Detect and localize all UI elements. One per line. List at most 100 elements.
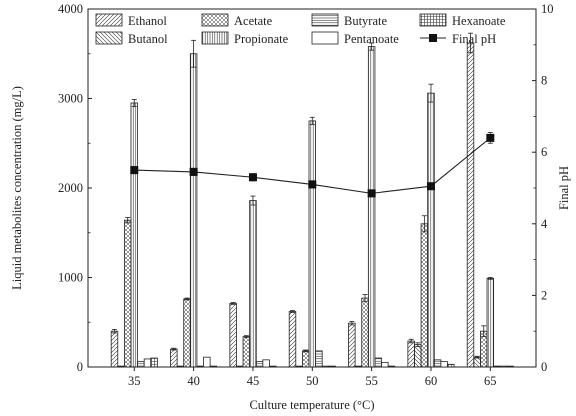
- error-bar-ethanol-65: [468, 32, 474, 54]
- legend-label: Butyrate: [344, 14, 387, 28]
- ph-marker: [308, 180, 317, 189]
- x-tick-label: 60: [425, 374, 438, 388]
- error-bar-propionate-65: [487, 277, 493, 280]
- bar-pentanoate-55: [381, 362, 389, 368]
- legend-item-hexanoate: Hexanoate: [419, 13, 506, 28]
- ph-marker: [189, 167, 198, 176]
- x-tick-label: 65: [484, 374, 497, 388]
- axes-layer: 35 40 45 50 55 60 65 0 1000 2000 3000 4000 0 2 4 6 8 10: [58, 2, 554, 388]
- bar-pentanoate-60: [440, 361, 448, 368]
- error-bar-ethanol-50: [289, 310, 295, 313]
- error-bar-propionate-50: [309, 116, 315, 125]
- y2-tick-label: 8: [541, 74, 547, 88]
- bar-propionate-65: [486, 277, 495, 368]
- error-bar-acetate-60: [421, 215, 427, 233]
- y-tick-label: 3000: [58, 92, 83, 106]
- y2-tick-label: 0: [541, 360, 547, 374]
- bar-butyrate-60: [433, 359, 442, 368]
- bar-hexanoate-55: [387, 365, 396, 368]
- bar-pentanoate-35: [143, 358, 152, 368]
- x-tick-label: 55: [365, 374, 378, 388]
- bar-propionate-40: [189, 53, 198, 368]
- error-bars-layer: [111, 32, 493, 359]
- error-bar-propionate-60: [428, 83, 434, 103]
- legend-label: Pentanoate: [344, 32, 399, 46]
- bar-acetate-45: [242, 336, 251, 368]
- error-bar-propionate-40: [191, 39, 197, 68]
- error-bar-acetate-40: [184, 297, 190, 301]
- legend-item-propionate: Propionate: [201, 31, 289, 46]
- bar-acetate-35: [123, 219, 132, 368]
- bar-butanol-55: [354, 365, 363, 368]
- bar-ethanol-40: [170, 348, 178, 368]
- ph-line-layer: [130, 132, 495, 198]
- x-tick-label: 40: [187, 374, 200, 388]
- error-bar-acetate-50: [303, 349, 309, 353]
- bar-ethanol-65: [466, 42, 475, 368]
- bar-butanol-45: [236, 365, 244, 368]
- bar-acetate-55: [361, 297, 369, 368]
- bar-acetate-60: [420, 223, 429, 368]
- bar-ethanol-35: [110, 330, 119, 368]
- legend-label: Acetate: [234, 14, 273, 28]
- ph-marker: [426, 182, 435, 191]
- legend-item-pentanoate: Pentanoate: [311, 31, 399, 46]
- error-bar-propionate-55: [369, 42, 375, 51]
- bar-hexanoate-40: [209, 365, 218, 368]
- bars-layer: [110, 42, 514, 368]
- bar-propionate-35: [130, 102, 138, 368]
- x-tick-label: 35: [128, 374, 141, 388]
- bar-ethanol-60: [407, 340, 415, 368]
- error-bar-ethanol-45: [230, 302, 236, 305]
- legend-item-final-ph: Final pH: [420, 32, 496, 46]
- legend-label: Hexanoate: [452, 14, 506, 28]
- legend-label: Butanol: [128, 32, 168, 46]
- x-tick-label: 45: [247, 374, 260, 388]
- bar-hexanoate-45: [269, 365, 277, 368]
- bar-hexanoate-65: [506, 365, 514, 368]
- bar-ethanol-55: [348, 322, 356, 368]
- bar-butyrate-35: [137, 361, 145, 368]
- legend-item-ethanol: Ethanol: [95, 13, 167, 28]
- bar-hexanoate-60: [447, 363, 455, 368]
- error-bar-propionate-35: [131, 98, 137, 107]
- bar-hexanoate-50: [328, 365, 336, 368]
- error-bar-ethanol-35: [111, 329, 117, 334]
- x-tick-label: 50: [306, 374, 319, 388]
- bar-butanol-65: [473, 356, 481, 368]
- error-bar-ethanol-60: [408, 338, 414, 344]
- y-tick-label: 2000: [58, 181, 83, 195]
- bar-butyrate-55: [374, 357, 382, 368]
- bar-pentanoate-50: [321, 365, 330, 368]
- legend-item-acetate: Acetate: [201, 13, 273, 28]
- bar-propionate-50: [308, 120, 316, 368]
- y2-tick-label: 10: [541, 2, 554, 16]
- ph-marker: [130, 166, 139, 175]
- bar-hexanoate-35: [150, 357, 158, 368]
- y-tick-label: 4000: [58, 2, 83, 16]
- error-bar-acetate-45: [243, 335, 249, 338]
- bar-butyrate-40: [196, 365, 204, 368]
- bar-acetate-40: [183, 298, 191, 368]
- x-axis-title: Culture temperature (°C): [249, 398, 374, 412]
- y2-tick-label: 2: [541, 288, 547, 302]
- bar-propionate-45: [249, 200, 257, 368]
- error-bar-ethanol-40: [171, 347, 177, 351]
- bar-butyrate-45: [255, 361, 264, 368]
- ph-marker: [367, 189, 376, 198]
- y-tick-label: 1000: [58, 271, 83, 285]
- bar-butanol-50: [295, 365, 303, 368]
- error-bar-propionate-45: [250, 195, 256, 206]
- bar-acetate-50: [301, 350, 310, 368]
- legend-label: Propionate: [234, 32, 289, 46]
- bar-pentanoate-45: [262, 359, 270, 368]
- ph-marker: [486, 133, 495, 142]
- y-tick-label: 0: [77, 360, 83, 374]
- legend-label: Ethanol: [128, 14, 167, 28]
- legend-item-butanol: Butanol: [95, 31, 168, 46]
- bar-propionate-55: [367, 46, 376, 368]
- error-bar-ethanol-55: [349, 320, 355, 326]
- bar-pentanoate-65: [499, 365, 508, 368]
- bar-ethanol-45: [229, 303, 237, 368]
- error-bar-acetate-55: [362, 294, 368, 303]
